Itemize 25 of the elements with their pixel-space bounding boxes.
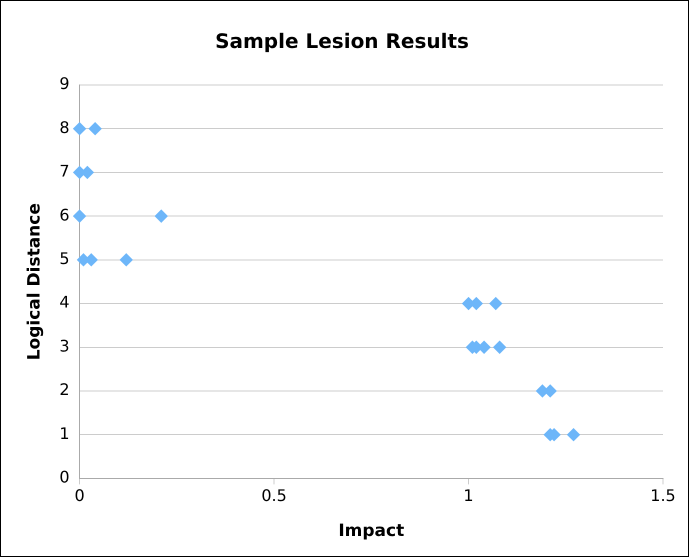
y-tick-label: 9	[59, 74, 70, 94]
point	[493, 340, 506, 354]
chart-title: Sample Lesion Results	[215, 29, 469, 54]
x-tick-label: 0.5	[261, 486, 287, 506]
y-tick-label: 3	[59, 336, 70, 356]
x-tick-label: 0	[74, 486, 85, 506]
point	[73, 210, 86, 223]
x-tick-label: 1.5	[650, 486, 676, 506]
point	[73, 122, 86, 136]
y-axis-title: Logical Distance	[24, 203, 45, 360]
y-tick-label: 8	[59, 118, 70, 137]
point	[88, 122, 102, 136]
y-tick-label: 4	[59, 292, 70, 312]
y-tick-label: 7	[59, 162, 70, 181]
y-tick-label: 1	[59, 424, 70, 443]
y-tick-label: 0	[59, 468, 70, 487]
y-tick-label: 5	[59, 249, 70, 268]
x-tick-label: 1	[463, 486, 474, 506]
point	[120, 253, 133, 266]
point	[154, 210, 168, 223]
y-tick-label: 2	[59, 380, 70, 400]
x-axis-title: Impact	[338, 521, 404, 542]
point	[489, 297, 502, 310]
point	[567, 428, 580, 442]
y-tick-label: 6	[59, 205, 70, 224]
